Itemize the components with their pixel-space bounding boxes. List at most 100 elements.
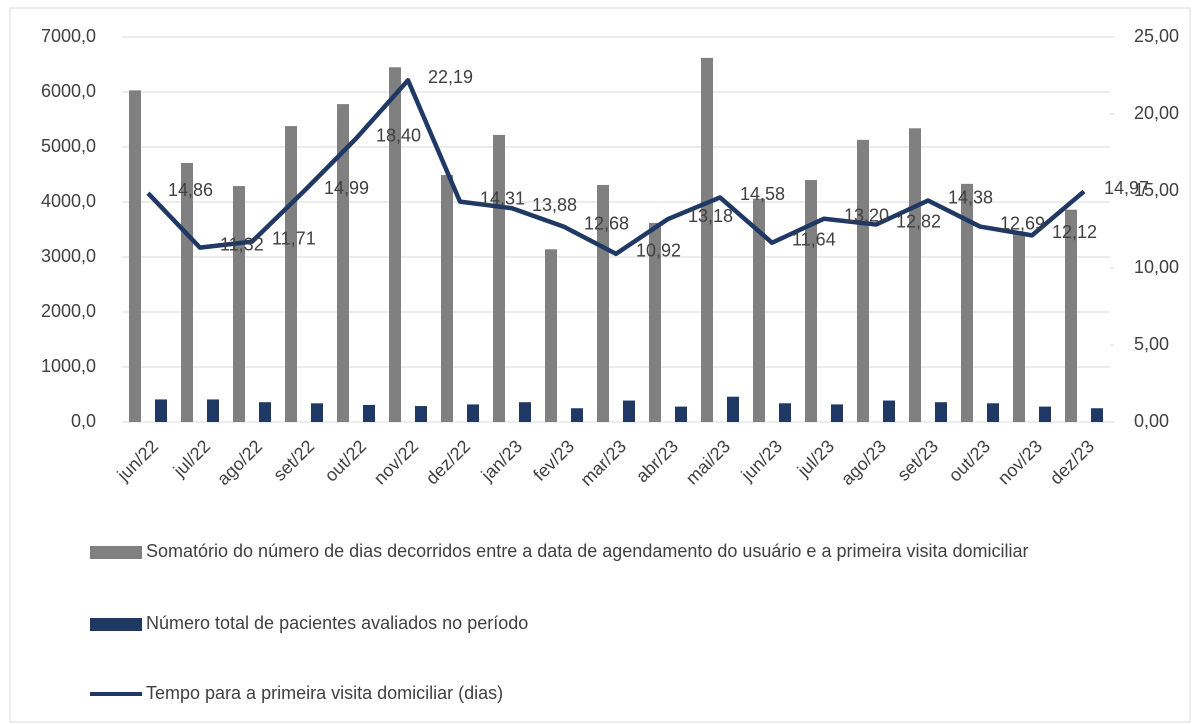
x-tick-label: ago/23 [837, 436, 890, 489]
bar [935, 402, 947, 422]
bar [675, 406, 687, 422]
x-tick-label: jan/23 [477, 436, 527, 486]
bar [155, 399, 167, 422]
legend-swatch [90, 617, 142, 631]
x-tick-label: mar/23 [576, 436, 630, 490]
chart-border [9, 7, 1191, 723]
bar [883, 400, 895, 422]
y2-tick-label: 25,00 [1134, 26, 1179, 46]
bar [909, 128, 921, 423]
bar [259, 402, 271, 422]
legend-swatch [90, 545, 142, 559]
data-label: 11,64 [792, 229, 836, 249]
data-label: 18,40 [376, 125, 421, 145]
x-tick-label: ago/22 [213, 436, 266, 489]
bar [337, 104, 349, 422]
bar [415, 406, 427, 422]
legend-item: Número total de pacientes avaliados no p… [90, 610, 1150, 636]
y-tick-label: 5000,0 [41, 136, 96, 156]
y-tick-label: 4000,0 [41, 191, 96, 211]
bar [987, 403, 999, 422]
y2-tick-label: 20,00 [1134, 103, 1179, 123]
data-label: 11,32 [220, 234, 264, 254]
bar [1013, 233, 1025, 422]
legend-label: Número total de pacientes avaliados no p… [146, 613, 529, 633]
data-label: 14,31 [480, 188, 525, 208]
x-tick-label: dez/23 [1046, 436, 1098, 488]
x-tick-label: jul/22 [169, 436, 214, 481]
bar [311, 403, 323, 422]
y2-tick-label: 0,00 [1134, 411, 1169, 431]
bar [1091, 408, 1103, 422]
bar [571, 408, 583, 422]
x-tick-label: mai/23 [682, 436, 734, 488]
legend-label: Tempo para a primeira visita domiciliar … [146, 683, 504, 703]
x-tick-label: out/23 [945, 436, 995, 486]
legend-label: Somatório do número de dias decorridos e… [146, 541, 1029, 561]
y-tick-label: 2000,0 [41, 301, 96, 321]
bar [857, 139, 869, 422]
x-tick-label: nov/22 [370, 436, 422, 488]
bar [961, 183, 973, 422]
data-label: 12,69 [1000, 213, 1045, 233]
x-tick-label: fev/23 [529, 436, 578, 485]
bar [363, 404, 375, 422]
x-tick-label: set/22 [269, 436, 318, 485]
y2-tick-label: 5,00 [1134, 334, 1169, 354]
data-label: 10,92 [636, 241, 681, 261]
y-tick-label: 6000,0 [41, 81, 96, 101]
data-label: 14,97 [1104, 178, 1149, 198]
bar [649, 222, 661, 422]
bar [467, 404, 479, 422]
data-label: 13,20 [844, 205, 889, 225]
bar [779, 403, 791, 422]
bar [389, 67, 401, 422]
data-label: 14,99 [324, 178, 369, 198]
x-tick-label: nov/23 [994, 436, 1046, 488]
bar [233, 186, 245, 422]
y-tick-label: 1000,0 [41, 356, 96, 376]
bar [519, 402, 531, 422]
data-label: 12,12 [1052, 222, 1097, 242]
y-tick-label: 7000,0 [41, 26, 96, 46]
y2-tick-label: 10,00 [1134, 257, 1179, 277]
bar [623, 400, 635, 422]
bar [805, 180, 817, 422]
x-tick-label: jun/22 [113, 436, 163, 486]
y-tick-label: 0,0 [71, 411, 96, 431]
bar [727, 396, 739, 422]
y2-tick-label: 15,00 [1134, 180, 1179, 200]
data-label: 12,82 [896, 211, 941, 231]
bar [753, 198, 765, 422]
bar [441, 175, 453, 422]
data-label: 13,18 [688, 206, 733, 226]
bar [545, 249, 557, 422]
bar [831, 404, 843, 422]
bar [493, 134, 505, 422]
legend-item: Tempo para a primeira visita domiciliar … [90, 680, 1150, 706]
bar [1065, 209, 1077, 422]
x-tick-label: dez/22 [422, 436, 474, 488]
bar [129, 90, 141, 422]
data-label: 13,88 [532, 195, 577, 215]
x-tick-label: jun/23 [737, 436, 787, 486]
y-tick-label: 3000,0 [41, 246, 96, 266]
data-label: 22,19 [428, 67, 473, 87]
data-label: 14,58 [740, 184, 785, 204]
data-label: 14,38 [948, 187, 993, 207]
data-label: 11,71 [272, 228, 316, 248]
line [146, 78, 1086, 257]
legend-item: Somatório do número de dias decorridos e… [90, 538, 1150, 564]
bar [207, 399, 219, 422]
x-tick-label: abr/23 [632, 436, 682, 486]
x-tick-label: jul/23 [793, 436, 838, 481]
bar [1039, 406, 1051, 422]
bar [285, 126, 297, 422]
bar [701, 57, 713, 423]
data-label: 12,68 [584, 213, 629, 233]
legend-swatch [90, 692, 142, 697]
bar [181, 162, 193, 422]
x-tick-label: set/23 [893, 436, 942, 485]
